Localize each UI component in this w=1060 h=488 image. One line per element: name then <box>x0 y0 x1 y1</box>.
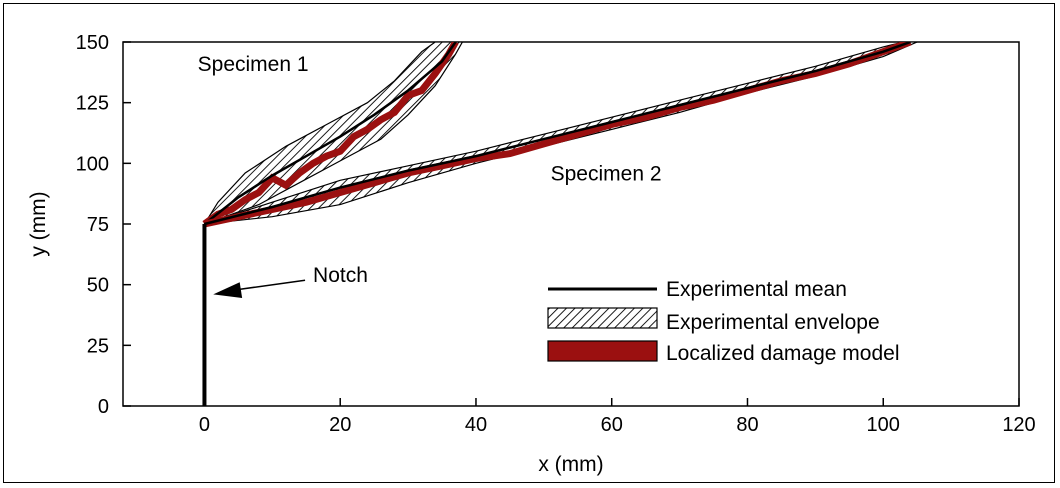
legend-label-envelope: Experimental envelope <box>666 311 880 334</box>
legend-label-model: Localized damage model <box>666 342 899 365</box>
legend-label-mean: Experimental mean <box>666 278 847 301</box>
x-axis-title: x (mm) <box>538 453 603 476</box>
y-axis-title: y (mm) <box>27 191 50 256</box>
overlay-group: Specimen 1 Specimen 2 Notch <box>198 53 662 406</box>
chart-frame <box>3 3 1055 483</box>
specimen-2-model-line <box>203 42 912 228</box>
annotation-specimen-1: Specimen 1 <box>198 53 309 76</box>
x-tick-label: 40 <box>465 414 487 436</box>
specimen-1-mean-line <box>203 42 457 225</box>
y-tick-label: 100 <box>76 153 109 175</box>
legend: Experimental mean Experimental envelope … <box>547 278 899 365</box>
y-tick-label: 125 <box>76 93 109 115</box>
x-tick-label: 100 <box>867 414 900 436</box>
x-tick-label: 60 <box>601 414 623 436</box>
y-tick-label: 0 <box>98 396 109 418</box>
notch-arrow-shaft <box>239 279 306 291</box>
annotation-specimen-2: Specimen 2 <box>551 162 662 185</box>
legend-swatch-model <box>547 340 658 362</box>
y-tick-label: 75 <box>87 214 109 236</box>
x-tick-label: 120 <box>1002 414 1035 436</box>
x-tick-label: 80 <box>736 414 758 436</box>
y-tick-label: 50 <box>87 275 109 297</box>
y-tick-label: 150 <box>76 32 109 54</box>
x-tick-label: 0 <box>199 414 210 436</box>
specimen-1-model-line <box>202 42 459 227</box>
y-tick-label: 25 <box>87 335 109 357</box>
specimen-2-mean-line <box>204 42 911 226</box>
series-group <box>202 42 918 228</box>
notch-arrow-head <box>213 282 243 299</box>
annotation-notch: Notch <box>313 264 368 287</box>
legend-swatch-envelope <box>547 307 658 329</box>
axis-ticks: 0 20 40 60 80 100 120 0 25 50 75 100 125 150 <box>76 32 1036 436</box>
x-tick-label: 20 <box>329 414 351 436</box>
